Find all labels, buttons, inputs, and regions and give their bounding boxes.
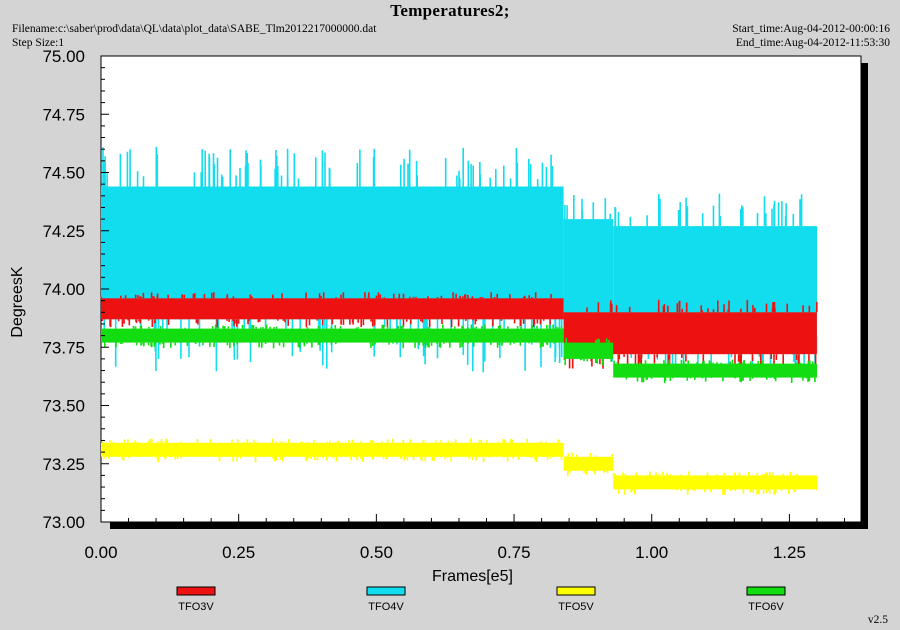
y-tick-label: 73.25: [42, 455, 85, 474]
filename-label: Filename:c:\saber\prod\data\QL\data\plot…: [12, 23, 377, 35]
legend-item-tfo5v: TFO5V: [556, 586, 596, 613]
series-tfo5v-band-0: [101, 442, 564, 457]
legend-swatch: [746, 586, 786, 596]
legend-item-tfo6v: TFO6V: [746, 586, 786, 613]
series-tfo3v-noise-0: [100, 292, 552, 328]
x-tick-label: 1.00: [635, 543, 668, 562]
tick-layer: [100, 55, 845, 523]
legend-label: TFO6V: [748, 601, 784, 613]
y-tick-label: 74.50: [42, 164, 85, 183]
series-tfo6v-noise-2: [613, 359, 816, 384]
plot-area: [100, 55, 868, 529]
version-label: v2.5: [867, 614, 888, 626]
x-tick-label: 0.00: [84, 543, 117, 562]
y-tick-label: 73.50: [42, 397, 85, 416]
legend-swatch: [366, 586, 406, 596]
y-tick-label: 74.00: [42, 280, 85, 299]
series-tfo3v-band-0: [101, 298, 564, 320]
y-tick-label: 73.75: [42, 338, 85, 357]
series-tfo5v-noise-2: [612, 471, 818, 495]
legend-label: TFO3V: [178, 601, 214, 613]
series-tfo5v-noise-1: [564, 452, 613, 477]
series-layer: [100, 146, 818, 495]
legend-swatch: [176, 586, 216, 596]
series-tfo4v-band-1: [563, 219, 614, 324]
legend-item-tfo4v: TFO4V: [366, 586, 406, 613]
legend-swatch: [556, 586, 596, 596]
legend-label: TFO5V: [558, 601, 594, 613]
legend-item-tfo3v: TFO3V: [176, 586, 216, 613]
end-time-label: End_time:Aug-04-2012-11:53:30: [735, 37, 890, 49]
series-tfo6v-noise-1: [564, 337, 612, 366]
series-tfo6v-noise-0: [104, 324, 563, 349]
start-time-label: Start_time:Aug-04-2012-00:00:16: [732, 23, 890, 35]
series-tfo5v-band-2: [613, 475, 817, 490]
chart-title: Temperatures2;: [390, 1, 510, 20]
y-tick-label: 74.75: [42, 105, 85, 124]
y-axis-label: DegreesK: [9, 266, 26, 337]
series-tfo6v: [101, 324, 817, 384]
y-tick-label: 74.25: [42, 222, 85, 241]
x-tick-label: 1.25: [773, 543, 806, 562]
series-tfo6v-band-0: [101, 328, 564, 343]
y-tick-labels: 73.00 73.25 73.50 73.75 74.00 74.25 74.50 74.75…: [42, 47, 85, 532]
series-tfo6v-band-1: [563, 342, 614, 359]
series-tfo5v-band-1: [563, 456, 614, 471]
legend-label: TFO4V: [368, 601, 404, 613]
x-axis-label: Frames[e5]: [432, 568, 513, 585]
x-tick-label: 0.75: [497, 543, 530, 562]
x-tick-label: 0.50: [360, 543, 393, 562]
series-tfo5v: [101, 438, 818, 495]
series-tfo5v-noise-0: [102, 438, 563, 463]
series-tfo4v-band-0: [101, 186, 564, 320]
y-tick-label: 75.00: [42, 47, 85, 66]
series-tfo6v-band-2: [613, 363, 817, 378]
legend: TFO3V TFO4V TFO5V TFO6V: [176, 586, 786, 613]
y-tick-label: 73.00: [42, 513, 85, 532]
x-tick-label: 0.25: [222, 543, 255, 562]
x-tick-labels: 0.00 0.25 0.50 0.75 1.00 1.25: [84, 543, 805, 562]
step-size-label: Step Size:1: [12, 37, 65, 49]
